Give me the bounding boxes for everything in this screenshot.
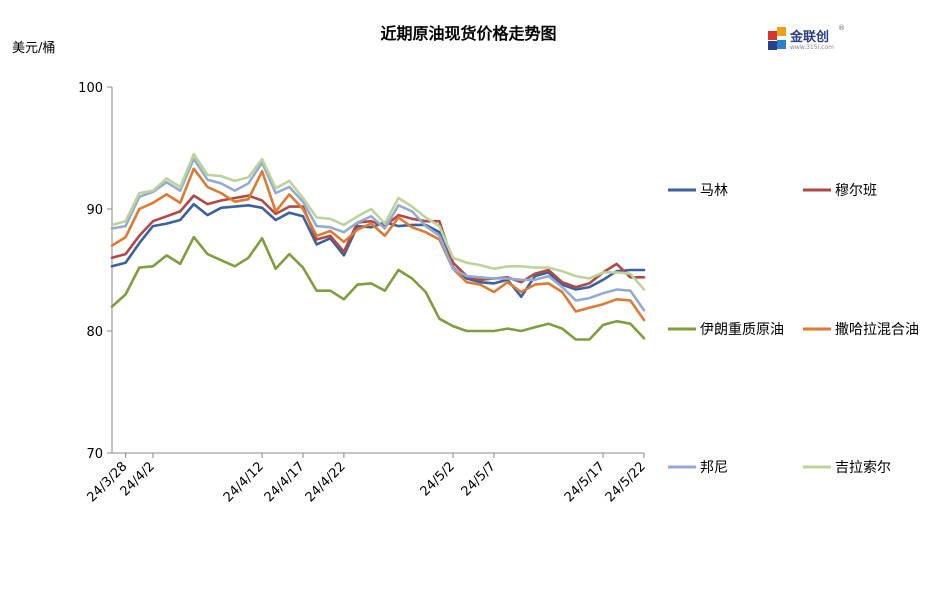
x-tick-label: 24/5/17 xyxy=(562,459,608,505)
x-tick-label: 24/5/22 xyxy=(603,459,649,505)
logo-url: www.315i.com xyxy=(790,44,834,51)
series-line-3 xyxy=(110,167,646,322)
logo-text: 金联创 xyxy=(790,30,830,45)
legend-label-1: 穆尔班 xyxy=(835,183,877,199)
legend-label-4: 邦尼 xyxy=(700,460,728,476)
x-tick-label: 24/5/2 xyxy=(418,459,458,499)
y-tick-label: 70 xyxy=(86,447,103,462)
x-tick-label: 24/4/17 xyxy=(262,459,308,505)
brand-logo: 金联创 www.315i.com ® xyxy=(766,24,856,56)
series-line-5 xyxy=(110,152,646,291)
series-line-2 xyxy=(110,235,646,341)
series-line-4 xyxy=(110,157,646,312)
legend-label-3: 撒哈拉混合油 xyxy=(835,322,919,338)
x-tick-label: 24/5/7 xyxy=(459,459,499,499)
x-tick-label: 24/4/22 xyxy=(303,459,349,505)
x-tick-label: 24/4/12 xyxy=(221,459,267,505)
logo-registered-mark: ® xyxy=(838,24,845,32)
y-axis-unit: 美元/桶 xyxy=(12,41,56,56)
legend-label-0: 马林 xyxy=(700,183,728,199)
y-tick-label: 80 xyxy=(86,325,103,340)
series-lines xyxy=(110,152,646,341)
y-tick-label: 100 xyxy=(78,81,103,96)
logo-icon xyxy=(768,27,786,50)
y-tick-label: 90 xyxy=(86,203,103,218)
legend-label-2: 伊朗重质原油 xyxy=(700,322,784,338)
legend-label-5: 吉拉索尔 xyxy=(835,459,891,476)
chart-title: 近期原油现货价格走势图 xyxy=(380,24,557,43)
